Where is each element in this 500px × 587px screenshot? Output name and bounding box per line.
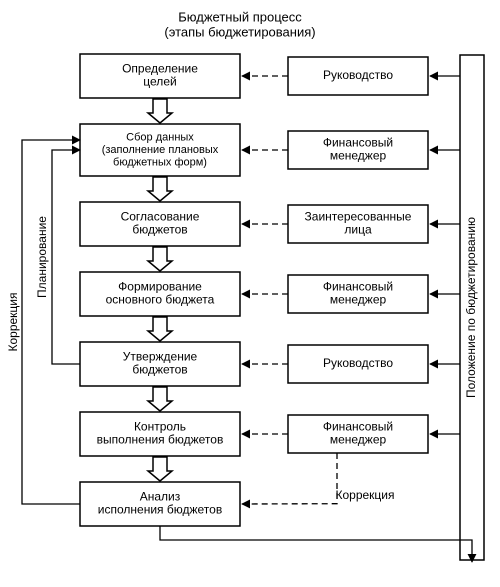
regulation-label: Положение по бюджетированию (464, 217, 478, 398)
flow-arrow (148, 99, 172, 123)
correction-bottom-label: Коррекция (335, 488, 394, 502)
process-label-approve: Утверждениебюджетов (123, 349, 198, 376)
process-label-form: Формированиеосновного бюджета (106, 279, 215, 306)
actor-label-r2: Финансовыйменеджер (323, 135, 393, 162)
flow-arrow (148, 177, 172, 201)
flow-arrow (148, 247, 172, 271)
flow-arrow (148, 317, 172, 341)
diagram-title: Бюджетный процесс(этапы бюджетирования) (164, 10, 315, 40)
planning-loop (52, 150, 80, 364)
actor-label-r5: Руководство (323, 356, 393, 370)
feedback-to-regulation (160, 526, 472, 562)
planning-label: Планирование (35, 216, 49, 298)
flow-arrow (148, 457, 172, 481)
correction-loop (22, 140, 80, 504)
actor-label-r6: Финансовыйменеджер (323, 419, 393, 446)
actor-to-analysis (242, 453, 337, 504)
actor-label-r4: Финансовыйменеджер (323, 279, 393, 306)
flow-arrow (148, 387, 172, 411)
correction-left-label: Коррекция (6, 292, 20, 351)
actor-label-r1: Руководство (323, 68, 393, 82)
